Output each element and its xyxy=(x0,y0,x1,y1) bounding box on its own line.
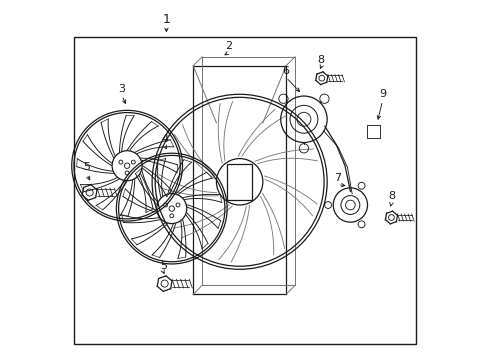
Bar xyxy=(74,37,416,344)
Text: 8: 8 xyxy=(318,55,325,65)
Bar xyxy=(227,164,252,200)
Text: 5: 5 xyxy=(160,261,167,271)
Text: 9: 9 xyxy=(379,89,386,99)
Text: 4: 4 xyxy=(161,134,168,144)
Text: 8: 8 xyxy=(388,191,395,201)
Text: 1: 1 xyxy=(163,13,171,26)
Bar xyxy=(367,125,380,138)
Text: 5: 5 xyxy=(83,162,90,172)
Text: 7: 7 xyxy=(334,173,342,183)
Text: 2: 2 xyxy=(225,41,232,51)
Text: 3: 3 xyxy=(118,84,125,94)
Text: 6: 6 xyxy=(283,66,290,76)
